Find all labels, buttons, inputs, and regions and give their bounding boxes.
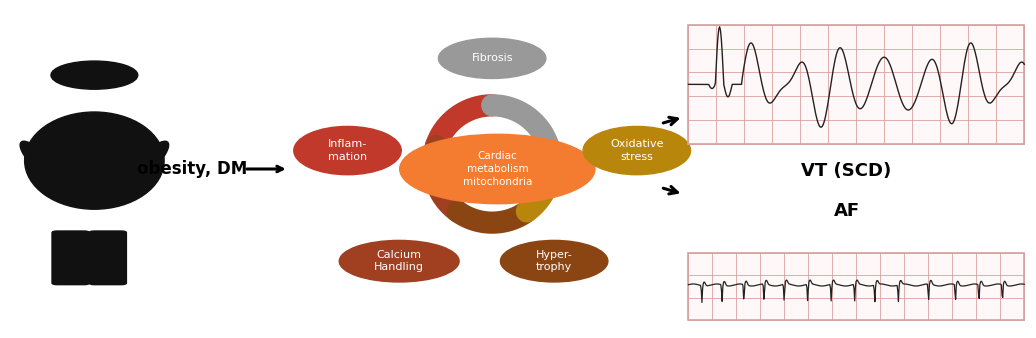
Ellipse shape [20,141,61,183]
Text: VT (SCD): VT (SCD) [802,162,892,180]
Ellipse shape [25,112,164,209]
Ellipse shape [339,240,459,282]
Text: obesity, DM: obesity, DM [138,160,248,178]
Text: AF: AF [834,202,860,220]
Ellipse shape [127,141,169,183]
Text: Oxidative
stress: Oxidative stress [610,139,664,162]
Text: Hyper-
trophy: Hyper- trophy [536,250,573,272]
Ellipse shape [294,126,401,175]
Text: Calcium
Handling: Calcium Handling [374,250,424,272]
Text: Cardiac
metabolism
mitochondria: Cardiac metabolism mitochondria [463,151,533,187]
Ellipse shape [400,134,595,204]
Ellipse shape [438,38,546,78]
Circle shape [51,61,138,89]
FancyBboxPatch shape [89,231,126,285]
FancyBboxPatch shape [52,231,89,285]
Ellipse shape [500,240,608,282]
Bar [689,25,1025,144]
Bar [689,253,1025,320]
Text: Inflam-
mation: Inflam- mation [327,139,367,162]
Ellipse shape [583,126,691,175]
Text: Fibrosis: Fibrosis [471,53,513,64]
